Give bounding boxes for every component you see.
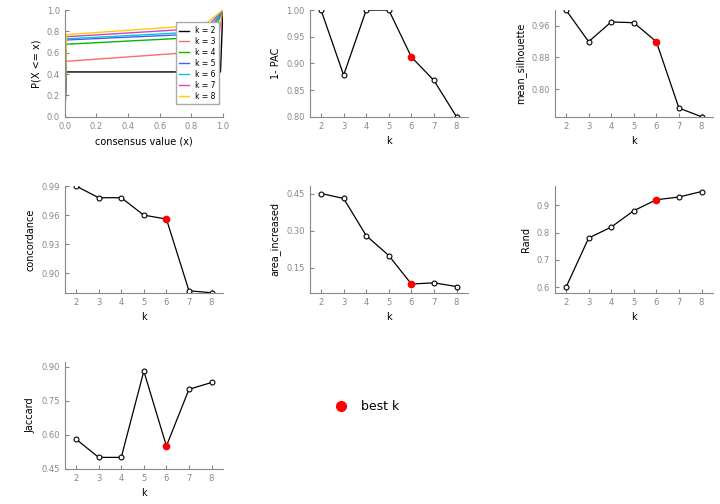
X-axis label: k: k bbox=[141, 488, 147, 498]
X-axis label: k: k bbox=[631, 136, 636, 146]
Legend: k = 2, k = 3, k = 4, k = 5, k = 6, k = 7, k = 8: k = 2, k = 3, k = 4, k = 5, k = 6, k = 7… bbox=[176, 22, 219, 104]
X-axis label: k: k bbox=[631, 312, 636, 322]
Y-axis label: concordance: concordance bbox=[26, 208, 36, 271]
X-axis label: k: k bbox=[386, 136, 392, 146]
X-axis label: k: k bbox=[141, 312, 147, 322]
Y-axis label: Rand: Rand bbox=[521, 227, 531, 252]
Y-axis label: 1- PAC: 1- PAC bbox=[271, 48, 281, 79]
X-axis label: k: k bbox=[386, 312, 392, 322]
Y-axis label: Jaccard: Jaccard bbox=[26, 398, 36, 433]
X-axis label: consensus value (x): consensus value (x) bbox=[95, 136, 193, 146]
Legend: best k: best k bbox=[324, 395, 405, 418]
Y-axis label: P(X <= x): P(X <= x) bbox=[31, 39, 41, 88]
Y-axis label: area_increased: area_increased bbox=[270, 203, 281, 276]
Y-axis label: mean_silhouette: mean_silhouette bbox=[515, 23, 526, 104]
